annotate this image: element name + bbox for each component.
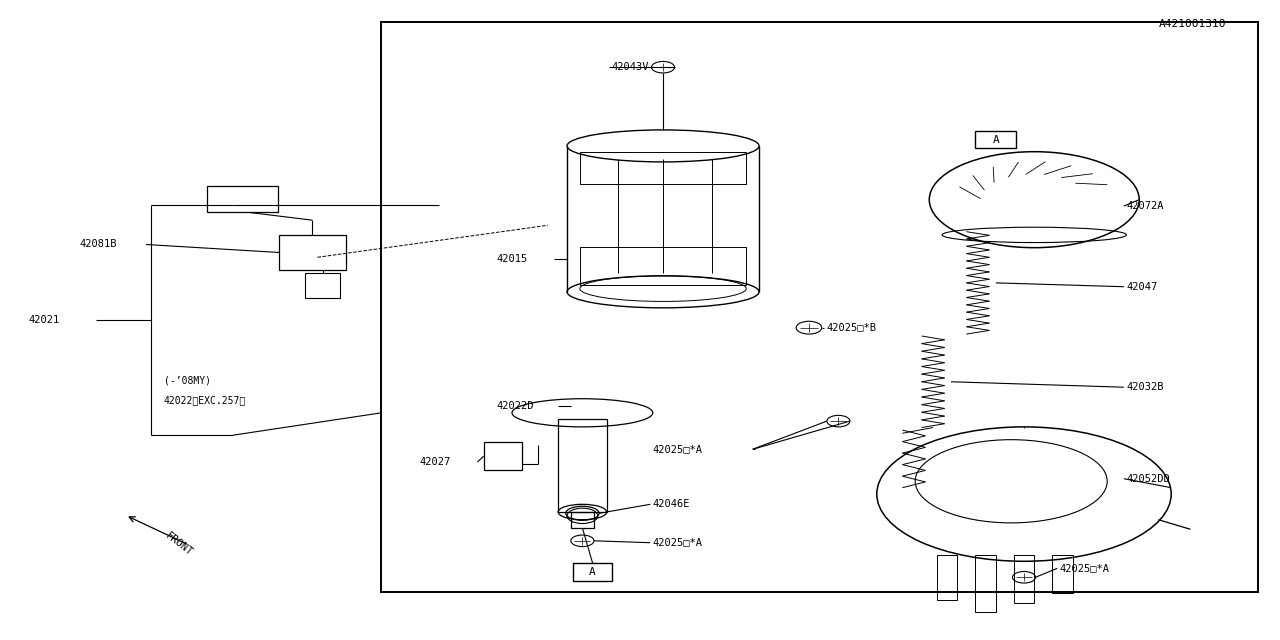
Text: FRONT: FRONT	[164, 531, 195, 558]
Bar	[1052, 555, 1073, 593]
Bar	[975, 131, 1016, 148]
Bar	[558, 419, 607, 512]
Text: 42032B: 42032B	[1126, 382, 1164, 392]
Text: 42025□*A: 42025□*A	[653, 538, 703, 548]
Text: 42022D: 42022D	[497, 401, 534, 412]
Text: 42021: 42021	[28, 315, 59, 325]
Text: 42022〈EXC.257〉: 42022〈EXC.257〉	[164, 395, 246, 405]
Text: 42025□*A: 42025□*A	[653, 444, 703, 454]
Bar	[484, 442, 522, 470]
Bar	[580, 247, 746, 285]
Text: (-’08MY): (-’08MY)	[164, 376, 211, 386]
Bar	[381, 22, 1258, 592]
Bar	[571, 512, 594, 528]
Text: 42025□*B: 42025□*B	[827, 323, 877, 333]
Text: 42025□*A: 42025□*A	[1060, 563, 1110, 573]
Text: 42043V: 42043V	[612, 62, 649, 72]
Text: 42047: 42047	[1126, 282, 1157, 292]
Text: 42072A: 42072A	[1126, 201, 1164, 211]
Bar	[975, 555, 996, 612]
Text: A421001310: A421001310	[1158, 19, 1226, 29]
Text: 42081B: 42081B	[79, 239, 116, 250]
Text: 42027: 42027	[420, 457, 451, 467]
Bar	[207, 186, 278, 212]
Bar	[305, 273, 340, 298]
Text: 42052DD: 42052DD	[1126, 474, 1170, 484]
Bar	[937, 555, 957, 600]
Bar	[573, 563, 612, 581]
Bar	[1014, 555, 1034, 603]
Text: A: A	[589, 567, 596, 577]
Bar	[580, 152, 746, 184]
Text: A: A	[992, 134, 1000, 145]
Text: 42015: 42015	[497, 254, 527, 264]
Text: 42046E: 42046E	[653, 499, 690, 509]
Bar	[279, 235, 346, 270]
